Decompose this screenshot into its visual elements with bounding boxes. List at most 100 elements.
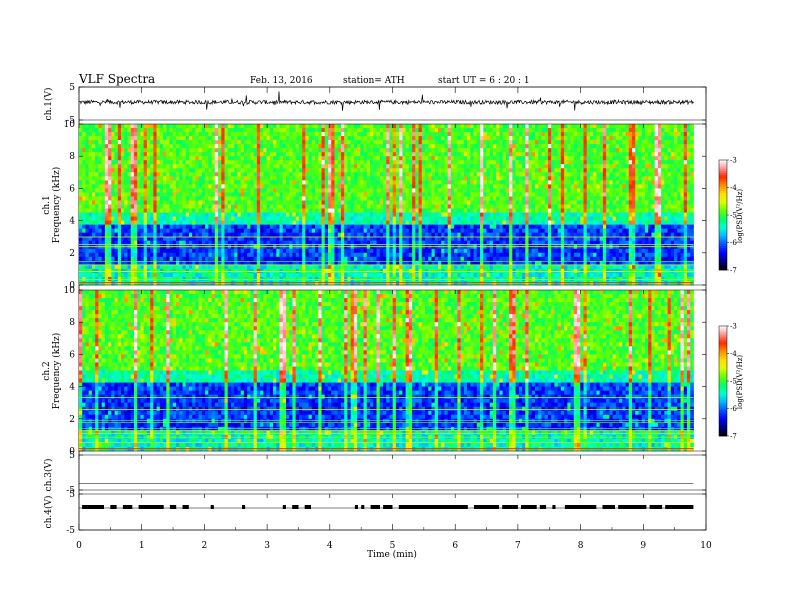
spectrogram-cell xyxy=(367,188,371,192)
spectrogram-cell xyxy=(309,225,313,229)
spectrogram-cell xyxy=(428,221,432,225)
spectrogram-cell xyxy=(386,229,390,233)
spectrogram-cell xyxy=(412,229,416,233)
spectrogram-cell xyxy=(140,257,144,261)
spectrogram-cell xyxy=(95,152,99,156)
spectrogram-cell xyxy=(312,237,316,241)
spectrogram-cell xyxy=(247,180,251,184)
spectrogram-cell xyxy=(208,152,212,156)
spectrogram-cell xyxy=(208,249,212,253)
spectrogram-cell xyxy=(244,124,248,128)
spectrogram-cell xyxy=(202,148,206,152)
spectrogram-cell xyxy=(364,273,368,277)
spectrogram-cell xyxy=(286,249,290,253)
spectrogram-cell xyxy=(276,184,280,188)
spectrogram-cell xyxy=(234,249,238,253)
spectrogram-cell xyxy=(263,249,267,253)
spectrogram-cell xyxy=(160,237,164,241)
spectrogram-cell xyxy=(435,253,439,257)
spectrogram-cell xyxy=(263,156,267,160)
spectrogram-cell xyxy=(131,200,135,204)
spectrogram-cell xyxy=(179,144,183,148)
spectrogram-cell xyxy=(241,132,245,136)
spectrogram-cell xyxy=(176,229,180,233)
spectrogram-cell xyxy=(406,253,410,257)
spectrogram-cell xyxy=(286,132,290,136)
spectrogram-cell xyxy=(331,156,335,160)
spectrogram-cell xyxy=(454,172,458,176)
spectrogram-cell xyxy=(457,257,461,261)
spectrogram-cell xyxy=(267,257,271,261)
spectrogram-cell xyxy=(170,265,174,269)
spectrogram-cell xyxy=(241,172,245,176)
spectrogram-cell xyxy=(344,140,348,144)
spectrogram-cell xyxy=(435,152,439,156)
spectrogram-cell xyxy=(370,209,374,213)
spectrogram-cell xyxy=(247,128,251,132)
spectrogram-cell xyxy=(399,233,403,237)
spectrogram-cell xyxy=(422,265,426,269)
spectrogram-cell xyxy=(396,257,400,261)
spectrogram-cell xyxy=(121,184,125,188)
spectrogram-cell xyxy=(448,213,452,217)
spectrogram-cell xyxy=(334,164,338,168)
spectrogram-cell xyxy=(409,209,413,213)
spectrogram-cell xyxy=(402,168,406,172)
spectrogram-cell xyxy=(322,257,326,261)
spectrogram-cell xyxy=(331,132,335,136)
spectrogram-cell xyxy=(454,132,458,136)
spectrogram-cell xyxy=(199,221,203,225)
spectrogram-cell xyxy=(234,253,238,257)
spectrogram-cell xyxy=(328,213,332,217)
spectrogram-cell xyxy=(318,136,322,140)
spectrogram-cell xyxy=(163,128,167,132)
spectrogram-cell xyxy=(157,237,161,241)
spectrogram-cell xyxy=(147,156,151,160)
spectrogram-cell xyxy=(286,176,290,180)
spectrogram-cell xyxy=(260,253,264,257)
spectrogram-cell xyxy=(173,164,177,168)
spectrogram-cell xyxy=(192,168,196,172)
spectrogram-cell xyxy=(322,192,326,196)
spectrogram-cell xyxy=(364,180,368,184)
spectrogram-cell xyxy=(208,196,212,200)
spectrogram-cell xyxy=(322,269,326,273)
spectrogram-cell xyxy=(302,200,306,204)
spectrogram-cell xyxy=(325,253,329,257)
spectrogram-cell xyxy=(325,136,329,140)
spectrogram-cell xyxy=(208,156,212,160)
spectrogram-cell xyxy=(163,184,167,188)
spectrogram-cell xyxy=(289,136,293,140)
spectrogram-cell xyxy=(160,172,164,176)
spectrogram-cell xyxy=(215,229,219,233)
spectrogram-cell xyxy=(286,265,290,269)
spectrogram-cell xyxy=(444,269,448,273)
spectrogram-cell xyxy=(89,172,93,176)
spectrogram-cell xyxy=(237,217,241,221)
spectrogram-cell xyxy=(270,144,274,148)
spectrogram-cell xyxy=(247,205,251,209)
spectrogram-cell xyxy=(409,253,413,257)
spectrogram-cell xyxy=(276,180,280,184)
spectrogram-cell xyxy=(428,136,432,140)
spectrogram-cell xyxy=(419,124,423,128)
spectrogram-cell xyxy=(144,213,148,217)
spectrogram-cell xyxy=(108,273,112,277)
spectrogram-cell xyxy=(108,176,112,180)
spectrogram-cell xyxy=(425,184,429,188)
spectrogram-cell xyxy=(334,196,338,200)
spectrogram-cell xyxy=(367,148,371,152)
spectrogram-cell xyxy=(360,233,364,237)
spectrogram-cell xyxy=(208,257,212,261)
spectrogram-cell xyxy=(218,140,222,144)
spectrogram-cell xyxy=(179,128,183,132)
spectrogram-cell xyxy=(377,221,381,225)
spectrogram-cell xyxy=(470,196,474,200)
spectrogram-cell xyxy=(425,132,429,136)
spectrogram-cell xyxy=(454,148,458,152)
spectrogram-cell xyxy=(283,225,287,229)
spectrogram-cell xyxy=(383,192,387,196)
spectrogram-cell xyxy=(454,225,458,229)
spectrogram-cell xyxy=(448,144,452,148)
spectrogram-cell xyxy=(82,128,86,132)
